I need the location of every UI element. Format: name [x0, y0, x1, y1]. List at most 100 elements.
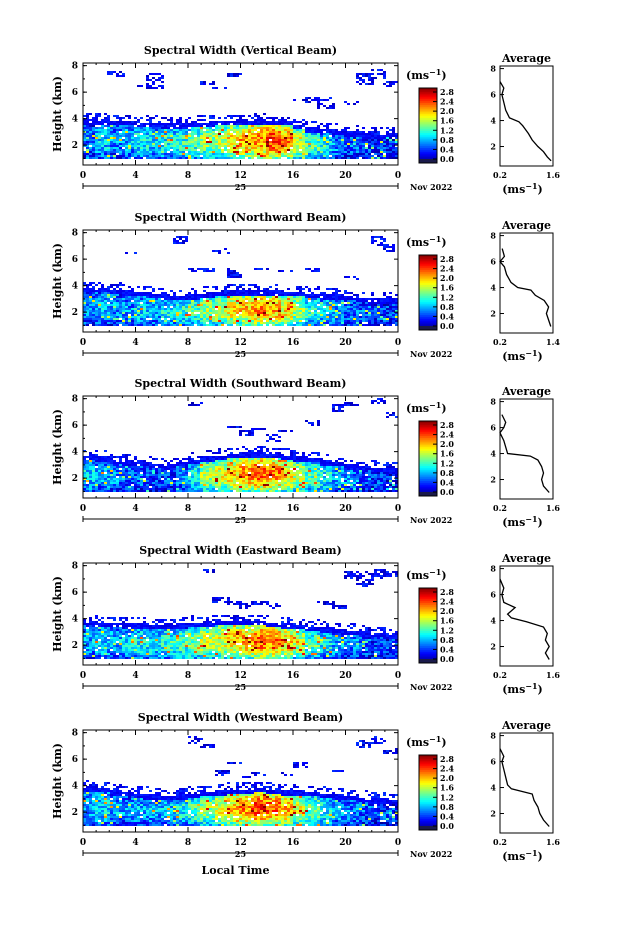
heatmap-cell: [197, 316, 200, 318]
colorbar-band: [419, 309, 437, 312]
heatmap-cell: [344, 157, 347, 159]
heatmap-cell: [173, 139, 176, 141]
heatmap-cell: [341, 149, 344, 151]
y-axis-label: Height (km): [51, 243, 64, 319]
heatmap-cell: [251, 318, 254, 320]
heatmap-cell: [146, 468, 149, 470]
heatmap-cell: [149, 125, 152, 127]
heatmap-cell: [278, 137, 281, 139]
heatmap-cell: [200, 486, 203, 488]
heatmap-cell: [161, 87, 164, 89]
heatmap-cell: [224, 127, 227, 129]
heatmap-cell: [197, 157, 200, 159]
heatmap-cell: [233, 147, 236, 149]
heatmap-cell: [146, 137, 149, 139]
heatmap-cell: [134, 129, 137, 131]
heatmap-cell: [149, 314, 152, 316]
heatmap-cell: [347, 316, 350, 318]
heatmap-cell: [257, 131, 260, 133]
heatmap-cell: [134, 466, 137, 468]
heatmap-cell: [179, 125, 182, 127]
heatmap-cell: [251, 310, 254, 312]
heatmap-cell: [308, 145, 311, 147]
colorbar-band: [419, 133, 437, 136]
heatmap-cell: [182, 474, 185, 476]
heatmap-cell: [380, 155, 383, 157]
heatmap-cell: [368, 310, 371, 312]
heatmap-cell: [251, 143, 254, 145]
heatmap-cell: [92, 324, 95, 326]
heatmap-cell: [344, 149, 347, 151]
heatmap-cell: [155, 458, 158, 460]
heatmap-cell: [122, 294, 125, 296]
heatmap-cell: [359, 149, 362, 151]
heatmap-cell: [155, 488, 158, 490]
heatmap-cell: [365, 318, 368, 320]
heatmap-cell: [137, 302, 140, 304]
heatmap-cell: [110, 482, 113, 484]
heatmap-cell: [287, 129, 290, 131]
heatmap-cell: [92, 143, 95, 145]
colorbar-unit-exp: −1: [429, 67, 441, 77]
heatmap-cell: [323, 324, 326, 326]
heatmap-cell: [170, 137, 173, 139]
heatmap-cell: [170, 316, 173, 318]
heatmap-cell: [245, 129, 248, 131]
heatmap-cell: [341, 139, 344, 141]
heatmap-cell: [368, 79, 371, 81]
heatmap-cell: [257, 324, 260, 326]
heatmap-cell: [254, 143, 257, 145]
heatmap-cell: [230, 308, 233, 310]
heatmap-cell: [146, 115, 149, 117]
colorbar-tick-label: 1.2: [440, 292, 454, 302]
heatmap-cell: [128, 308, 131, 310]
heatmap-cell: [104, 294, 107, 296]
heatmap-cell: [308, 304, 311, 306]
heatmap-cell: [242, 302, 245, 304]
heatmap-cell: [134, 133, 137, 135]
heatmap-cell: [233, 145, 236, 147]
heatmap-cell: [266, 139, 269, 141]
heatmap-cell: [152, 131, 155, 133]
heatmap-cell: [140, 131, 143, 133]
heatmap-cell: [371, 149, 374, 151]
heatmap-cell: [284, 292, 287, 294]
heatmap-cell: [170, 466, 173, 468]
heatmap-cell: [95, 484, 98, 486]
heatmap-cell: [128, 460, 131, 462]
heatmap-cell: [368, 143, 371, 145]
heatmap-cell: [362, 155, 365, 157]
heatmap-cell: [101, 472, 104, 474]
heatmap-cell: [242, 316, 245, 318]
heatmap-cell: [326, 125, 329, 127]
heatmap-cell: [290, 324, 293, 326]
heatmap-cell: [92, 137, 95, 139]
heatmap-cell: [356, 133, 359, 135]
heatmap-cell: [146, 470, 149, 472]
heatmap-cell: [365, 153, 368, 155]
heatmap-cell: [293, 324, 296, 326]
heatmap-cell: [95, 478, 98, 480]
heatmap-cell: [179, 119, 182, 121]
heatmap-cell: [125, 129, 128, 131]
heatmap-cell: [395, 81, 398, 83]
heatmap-cell: [218, 131, 221, 133]
heatmap-cell: [182, 145, 185, 147]
colorbar-floor: [419, 326, 437, 330]
heatmap-cell: [284, 121, 287, 123]
heatmap-cell: [287, 125, 290, 127]
heatmap-cell: [311, 324, 314, 326]
heatmap-cell: [128, 316, 131, 318]
heatmap-cell: [131, 125, 134, 127]
heatmap-cell: [197, 115, 200, 117]
heatmap-cell: [257, 127, 260, 129]
heatmap-cell: [263, 296, 266, 298]
heatmap-cell: [167, 145, 170, 147]
heatmap-cell: [143, 143, 146, 145]
heatmap-cell: [206, 490, 209, 492]
heatmap-cell: [344, 151, 347, 153]
heatmap-cell: [260, 149, 263, 151]
colorbar-tick-label: 2.8: [440, 254, 454, 264]
heatmap-cell: [269, 141, 272, 143]
heatmap-cell: [272, 298, 275, 300]
